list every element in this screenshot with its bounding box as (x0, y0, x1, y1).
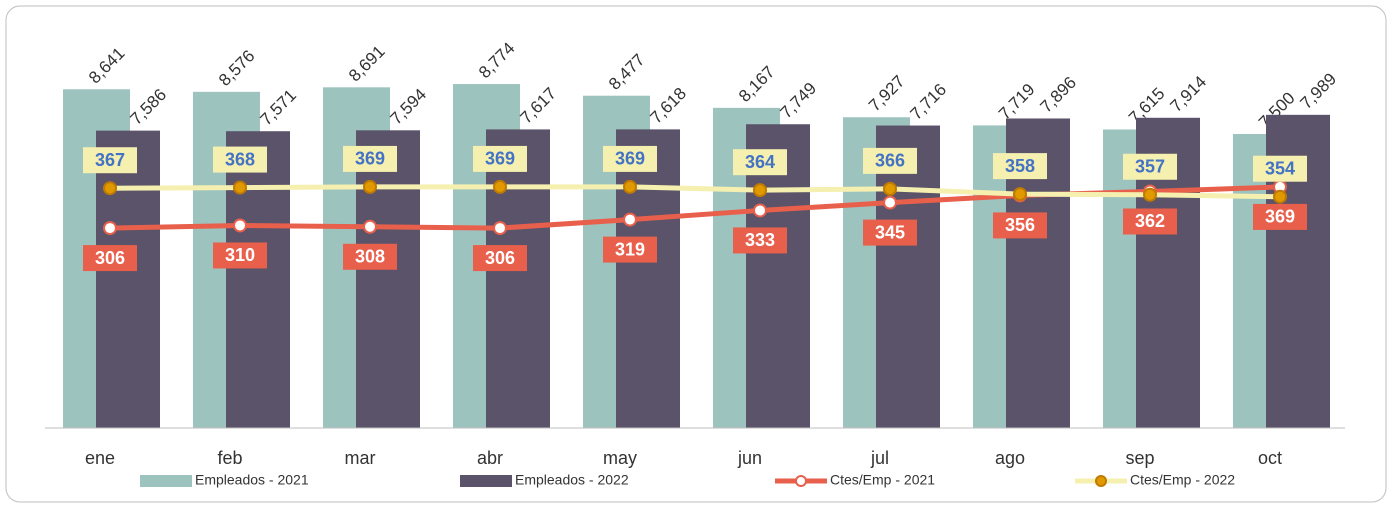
legend-marker (795, 475, 807, 487)
data-label: 369 (355, 149, 385, 169)
data-label-box (83, 147, 137, 174)
data-label-box (1253, 155, 1307, 182)
bar (616, 129, 680, 429)
line-marker (623, 212, 637, 227)
data-label-box (213, 146, 267, 173)
line-marker (883, 181, 897, 196)
legend-marker (1095, 475, 1107, 487)
line-marker (883, 195, 897, 210)
x-tick-label: sep (1125, 448, 1154, 468)
line-marker (363, 179, 377, 194)
data-label: 369 (485, 149, 515, 169)
data-label: 357 (1135, 157, 1165, 177)
x-tick-label: feb (217, 448, 242, 468)
data-label: 369 (615, 149, 645, 169)
x-tick-label: abr (477, 448, 503, 468)
data-label: 367 (95, 150, 125, 170)
line-marker (623, 179, 637, 194)
bar (226, 131, 290, 428)
data-label: 368 (225, 149, 255, 169)
line-marker (493, 179, 507, 194)
bar (486, 129, 550, 428)
legend-label: Ctes/Emp - 2021 (830, 472, 935, 488)
line-marker (1013, 187, 1027, 202)
line-marker (233, 218, 247, 233)
line (109, 184, 1281, 200)
data-label-box (603, 236, 657, 263)
data-label-box (863, 219, 917, 246)
data-label-box (473, 145, 527, 172)
x-tick-label: ago (995, 448, 1025, 468)
legend-label: Ctes/Emp - 2022 (1130, 472, 1235, 488)
line-marker (103, 181, 117, 196)
line-marker (493, 221, 507, 236)
line-marker (753, 183, 767, 198)
data-label: 345 (875, 222, 905, 242)
data-label: 356 (1005, 215, 1035, 235)
data-label-box (473, 245, 527, 272)
data-label-box (733, 227, 787, 254)
line-marker (1143, 187, 1157, 202)
data-label: 310 (225, 245, 255, 265)
data-label-box (603, 145, 657, 172)
data-label-box (1253, 203, 1307, 230)
legend-swatch (460, 475, 512, 487)
bar (96, 130, 160, 429)
bar (356, 130, 420, 429)
line-marker (103, 221, 117, 236)
data-label-box (993, 153, 1047, 180)
data-label: 306 (95, 248, 125, 268)
line-marker (753, 203, 767, 218)
data-label-box (863, 147, 917, 174)
data-label-box (993, 212, 1047, 239)
line-marker (233, 180, 247, 195)
data-label: 358 (1005, 156, 1035, 176)
x-tick-label: mar (345, 448, 376, 468)
data-label: 306 (485, 248, 515, 268)
line-marker (363, 219, 377, 234)
data-label: 333 (745, 230, 775, 250)
legend-label: Empleados - 2022 (515, 472, 629, 488)
data-label: 362 (1135, 211, 1165, 231)
x-tick-label: jul (870, 448, 889, 468)
line-marker (1273, 189, 1287, 204)
legend-label: Empleados - 2021 (195, 472, 309, 488)
data-label-box (1123, 208, 1177, 235)
data-label-box (733, 149, 787, 176)
x-tick-label: ene (85, 448, 115, 468)
data-label: 308 (355, 247, 385, 267)
x-tick-label: jun (737, 448, 762, 468)
bar (876, 125, 940, 428)
data-label-box (1123, 153, 1177, 180)
legend-swatch (140, 475, 192, 487)
x-tick-label: oct (1258, 448, 1282, 468)
data-label: 369 (1265, 207, 1295, 227)
data-label: 364 (745, 152, 775, 172)
data-label: 319 (615, 239, 645, 259)
data-label-box (343, 243, 397, 270)
data-label-box (343, 145, 397, 172)
data-label: 354 (1265, 158, 1295, 178)
x-tick-label: may (603, 448, 637, 468)
data-label-box (83, 245, 137, 272)
data-label: 366 (875, 151, 905, 171)
data-label-box (213, 242, 267, 269)
